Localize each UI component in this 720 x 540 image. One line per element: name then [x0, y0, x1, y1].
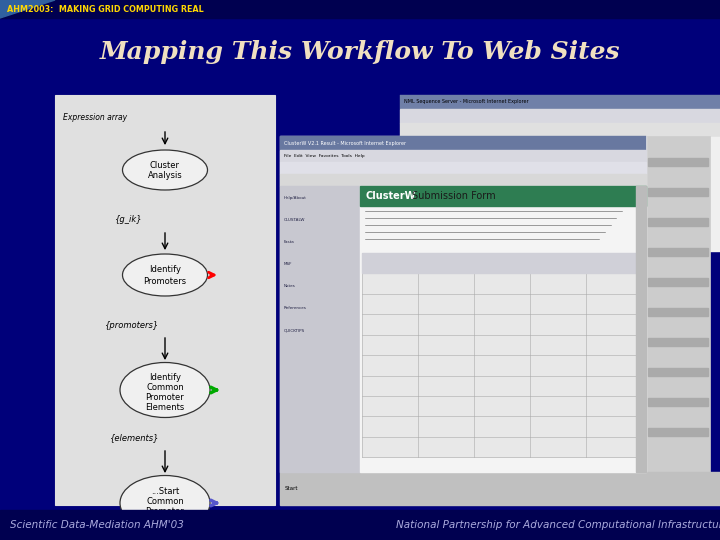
Bar: [361, 186, 646, 206]
Text: {g_ik}: {g_ik}: [115, 215, 143, 225]
Text: Promoter: Promoter: [145, 394, 184, 402]
Ellipse shape: [122, 254, 207, 296]
Bar: [280, 150, 646, 162]
Text: Elements: Elements: [145, 403, 184, 413]
Text: {promoters}: {promoters}: [105, 321, 159, 329]
Text: Analysis: Analysis: [148, 172, 182, 180]
Bar: [332, 185, 675, 199]
Text: Mapping This Workflow To Web Sites: Mapping This Workflow To Web Sites: [99, 40, 621, 64]
Text: Identify: Identify: [149, 266, 181, 274]
Text: ClusterW - Microsoft Internet Explorer: ClusterW - Microsoft Internet Explorer: [336, 190, 428, 195]
Text: Common: Common: [146, 496, 184, 505]
Bar: [280, 136, 646, 150]
Bar: [280, 162, 646, 174]
Bar: [400, 123, 720, 137]
Text: File  Edit  View  Favorites  Tools  Help: File Edit View Favorites Tools Help: [284, 154, 364, 158]
Bar: [55, 95, 275, 505]
Bar: [362, 253, 644, 273]
Bar: [647, 278, 708, 286]
Text: Framework...: Framework...: [140, 516, 190, 525]
Bar: [647, 368, 708, 376]
Text: NML Sequence Server - Microsoft Internet Explorer: NML Sequence Server - Microsoft Internet…: [405, 99, 529, 105]
Bar: [0, 510, 720, 540]
Bar: [400, 109, 720, 123]
Text: Notes: Notes: [284, 284, 296, 288]
Text: ClusterW: ClusterW: [366, 191, 415, 201]
Text: Promoters: Promoters: [143, 276, 186, 286]
Polygon shape: [0, 0, 55, 18]
Text: Start: Start: [285, 486, 299, 491]
Bar: [280, 186, 361, 472]
Bar: [647, 428, 708, 436]
Bar: [647, 188, 708, 196]
Text: Identify: Identify: [149, 374, 181, 382]
Bar: [647, 218, 708, 226]
Bar: [332, 213, 675, 227]
Text: MSF: MSF: [284, 262, 292, 266]
Bar: [647, 398, 708, 406]
Bar: [647, 338, 708, 346]
Text: ClusterW V2.1 Result - Microsoft Internet Explorer: ClusterW V2.1 Result - Microsoft Interne…: [284, 140, 406, 145]
Ellipse shape: [122, 150, 207, 190]
Text: Promoter: Promoter: [145, 507, 184, 516]
Bar: [636, 186, 646, 472]
Text: Help/About: Help/About: [284, 196, 307, 200]
Bar: [647, 308, 708, 316]
Bar: [400, 137, 720, 251]
Bar: [400, 95, 720, 109]
Bar: [280, 174, 646, 186]
Bar: [647, 158, 708, 166]
Bar: [361, 186, 646, 472]
Ellipse shape: [120, 362, 210, 417]
Text: ...Start: ...Start: [151, 487, 179, 496]
Text: {elements}: {elements}: [110, 434, 160, 442]
Bar: [332, 199, 675, 213]
Bar: [400, 95, 720, 251]
Bar: [362, 253, 644, 457]
Text: Submission Form: Submission Form: [413, 191, 496, 201]
Bar: [647, 248, 708, 256]
Text: National Partnership for Advanced Computational Infrastructure: National Partnership for Advanced Comput…: [396, 520, 720, 530]
Bar: [280, 136, 646, 472]
Text: References: References: [284, 306, 307, 310]
Text: CLUSTALW: CLUSTALW: [284, 218, 305, 222]
Ellipse shape: [120, 476, 210, 530]
Text: Scientific Data-Mediation AHM'03: Scientific Data-Mediation AHM'03: [10, 520, 184, 530]
Bar: [646, 136, 710, 472]
Text: QUICKTIPS: QUICKTIPS: [284, 328, 305, 332]
Bar: [332, 185, 675, 357]
Text: Common: Common: [146, 383, 184, 393]
Bar: [280, 472, 720, 505]
Text: AHM2003:  MAKING GRID COMPUTING REAL: AHM2003: MAKING GRID COMPUTING REAL: [7, 4, 204, 14]
Text: Cluster: Cluster: [150, 161, 180, 171]
Text: Fasta: Fasta: [284, 240, 294, 244]
Bar: [0, 0, 720, 18]
Text: Expression array: Expression array: [63, 113, 127, 122]
